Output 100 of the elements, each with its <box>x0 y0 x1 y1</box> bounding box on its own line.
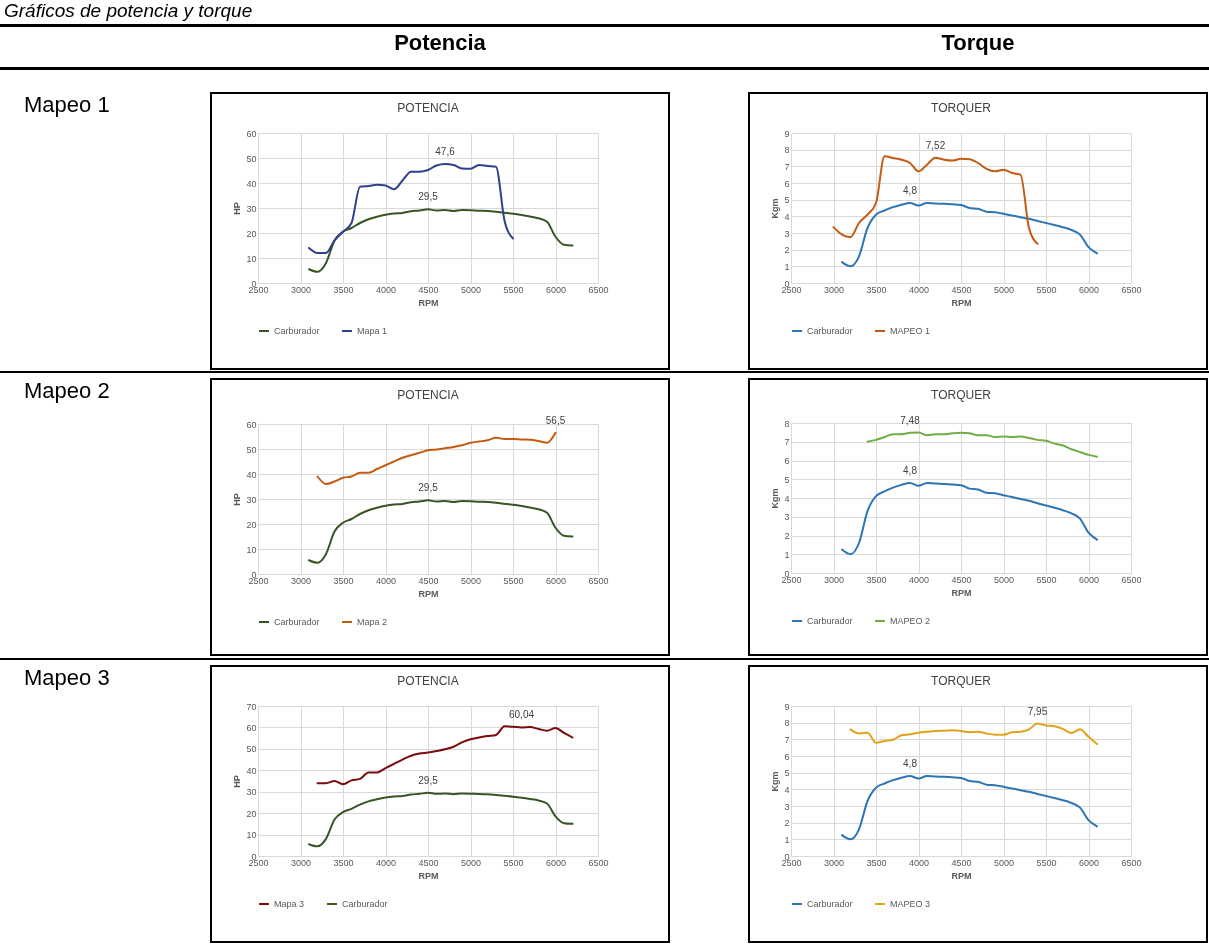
chart-title: POTENCIA <box>397 674 459 688</box>
x-tick-label: 6000 <box>1078 574 1100 585</box>
chart-title: POTENCIA <box>397 387 459 402</box>
y-tick-label: 4 <box>784 211 790 222</box>
y-tick-label: 30 <box>246 203 257 214</box>
line-series <box>308 208 574 273</box>
y-tick-label: 7 <box>784 437 790 448</box>
x-tick-label: 3500 <box>333 284 354 295</box>
x-tick-label: 4000 <box>375 857 397 868</box>
legend-label: Carburador <box>807 616 853 626</box>
legend-label: Mapa 3 <box>274 899 305 909</box>
y-tick-label: 7 <box>784 161 790 172</box>
y-axis-title: Kgm <box>770 198 781 219</box>
x-tick-label: 6000 <box>1078 857 1100 868</box>
y-tick-label: 5 <box>784 474 790 485</box>
line-series <box>841 775 1098 841</box>
text: Torque <box>940 30 1016 56</box>
x-tick-label: 4500 <box>418 284 439 295</box>
x-axis-title: RPM <box>951 587 972 598</box>
x-tick-label: 5500 <box>1036 574 1057 585</box>
y-tick-label: 50 <box>246 153 257 164</box>
y-axis-title: Kgm <box>770 488 781 509</box>
x-tick-label: 5500 <box>503 575 524 586</box>
y-tick-label: 40 <box>246 469 257 480</box>
y-axis-title: HP <box>232 493 243 506</box>
y-tick-label: 4 <box>784 784 790 795</box>
y-tick-label: 1 <box>784 834 790 845</box>
legend-label: MAPEO 1 <box>890 326 931 336</box>
x-tick-label: 5000 <box>460 575 482 586</box>
legend-label: Mapa 2 <box>357 617 388 627</box>
line-series <box>832 155 1039 245</box>
line-series <box>316 431 557 485</box>
x-tick-label: 4000 <box>375 284 397 295</box>
x-tick-label: 3500 <box>333 575 354 586</box>
annotation: 29,5 <box>418 482 439 494</box>
x-axis-title: RPM <box>951 870 972 881</box>
y-tick-label: 3 <box>784 228 790 239</box>
annotation: 47,6 <box>435 146 456 157</box>
y-tick-label: 70 <box>246 701 257 712</box>
text: Potencia <box>393 30 487 56</box>
x-tick-label: 5500 <box>503 857 524 868</box>
y-tick-label: 8 <box>784 718 790 729</box>
y-tick-label: 60 <box>246 419 257 430</box>
y-tick-label: 1 <box>784 261 790 272</box>
x-tick-label: 4000 <box>908 284 930 295</box>
annotation: 60,04 <box>508 709 535 721</box>
y-tick-label: 60 <box>246 722 257 733</box>
x-tick-label: 3500 <box>333 857 354 868</box>
x-tick-label: 5000 <box>993 857 1015 868</box>
x-tick-label: 6000 <box>1078 284 1100 295</box>
x-tick-label: 4000 <box>908 574 930 585</box>
legend-label: Carburador <box>807 899 853 909</box>
x-tick-label: 4500 <box>951 857 972 868</box>
y-tick-label: 6 <box>784 178 790 189</box>
x-tick-label: 5500 <box>503 284 524 295</box>
y-tick-label: 5 <box>784 768 790 779</box>
x-tick-label: 4000 <box>908 857 930 868</box>
legend-label: Carburador <box>274 617 320 627</box>
y-tick-label: 2 <box>784 531 790 541</box>
line-series <box>849 722 1098 745</box>
y-axis-title: HP <box>232 202 243 215</box>
legend-label: Carburador <box>807 326 853 336</box>
y-tick-label: 10 <box>246 544 257 555</box>
y-tick-label: 8 <box>784 145 790 156</box>
x-tick-label: 3500 <box>866 857 887 868</box>
y-tick-label: 50 <box>246 444 257 455</box>
annotation: 4,8 <box>903 465 918 476</box>
y-tick-label: 30 <box>246 494 257 505</box>
text: Mapeo 2 <box>24 378 110 404</box>
annotation: 29,5 <box>418 191 439 203</box>
y-tick-label: 3 <box>784 512 790 523</box>
y-tick-label: 6 <box>784 751 790 762</box>
x-tick-label: 4500 <box>951 284 972 295</box>
x-tick-label: 4500 <box>951 574 972 585</box>
x-axis-title: RPM <box>418 588 439 599</box>
y-tick-label: 20 <box>246 808 257 819</box>
x-tick-label: 3000 <box>823 857 845 868</box>
y-tick-label: 40 <box>246 178 257 189</box>
annotation: 4,8 <box>903 185 918 196</box>
line-series <box>308 163 514 254</box>
legend-label: Mapa 1 <box>357 326 388 336</box>
y-tick-label: 10 <box>246 253 257 264</box>
y-tick-label: 2 <box>784 245 790 256</box>
x-tick-label: 5500 <box>1036 857 1057 868</box>
y-tick-label: 9 <box>784 701 790 712</box>
x-tick-label: 6500 <box>1121 857 1142 868</box>
x-tick-label: 3000 <box>290 284 312 295</box>
annotation: 7,48 <box>900 414 921 426</box>
legend-label: Carburador <box>274 326 320 336</box>
y-tick-label: 50 <box>246 744 257 755</box>
y-tick-label: 30 <box>246 787 257 798</box>
y-tick-label: 1 <box>784 549 790 560</box>
x-tick-label: 6500 <box>588 575 609 586</box>
chart-title: POTENCIA <box>397 101 459 115</box>
y-axis-title: Kgm <box>770 771 781 792</box>
x-tick-label: 4500 <box>418 575 439 586</box>
y-tick-label: 2 <box>784 818 790 829</box>
x-tick-label: 3000 <box>823 574 845 585</box>
y-tick-label: 4 <box>784 493 790 504</box>
y-tick-label: 8 <box>784 418 790 429</box>
